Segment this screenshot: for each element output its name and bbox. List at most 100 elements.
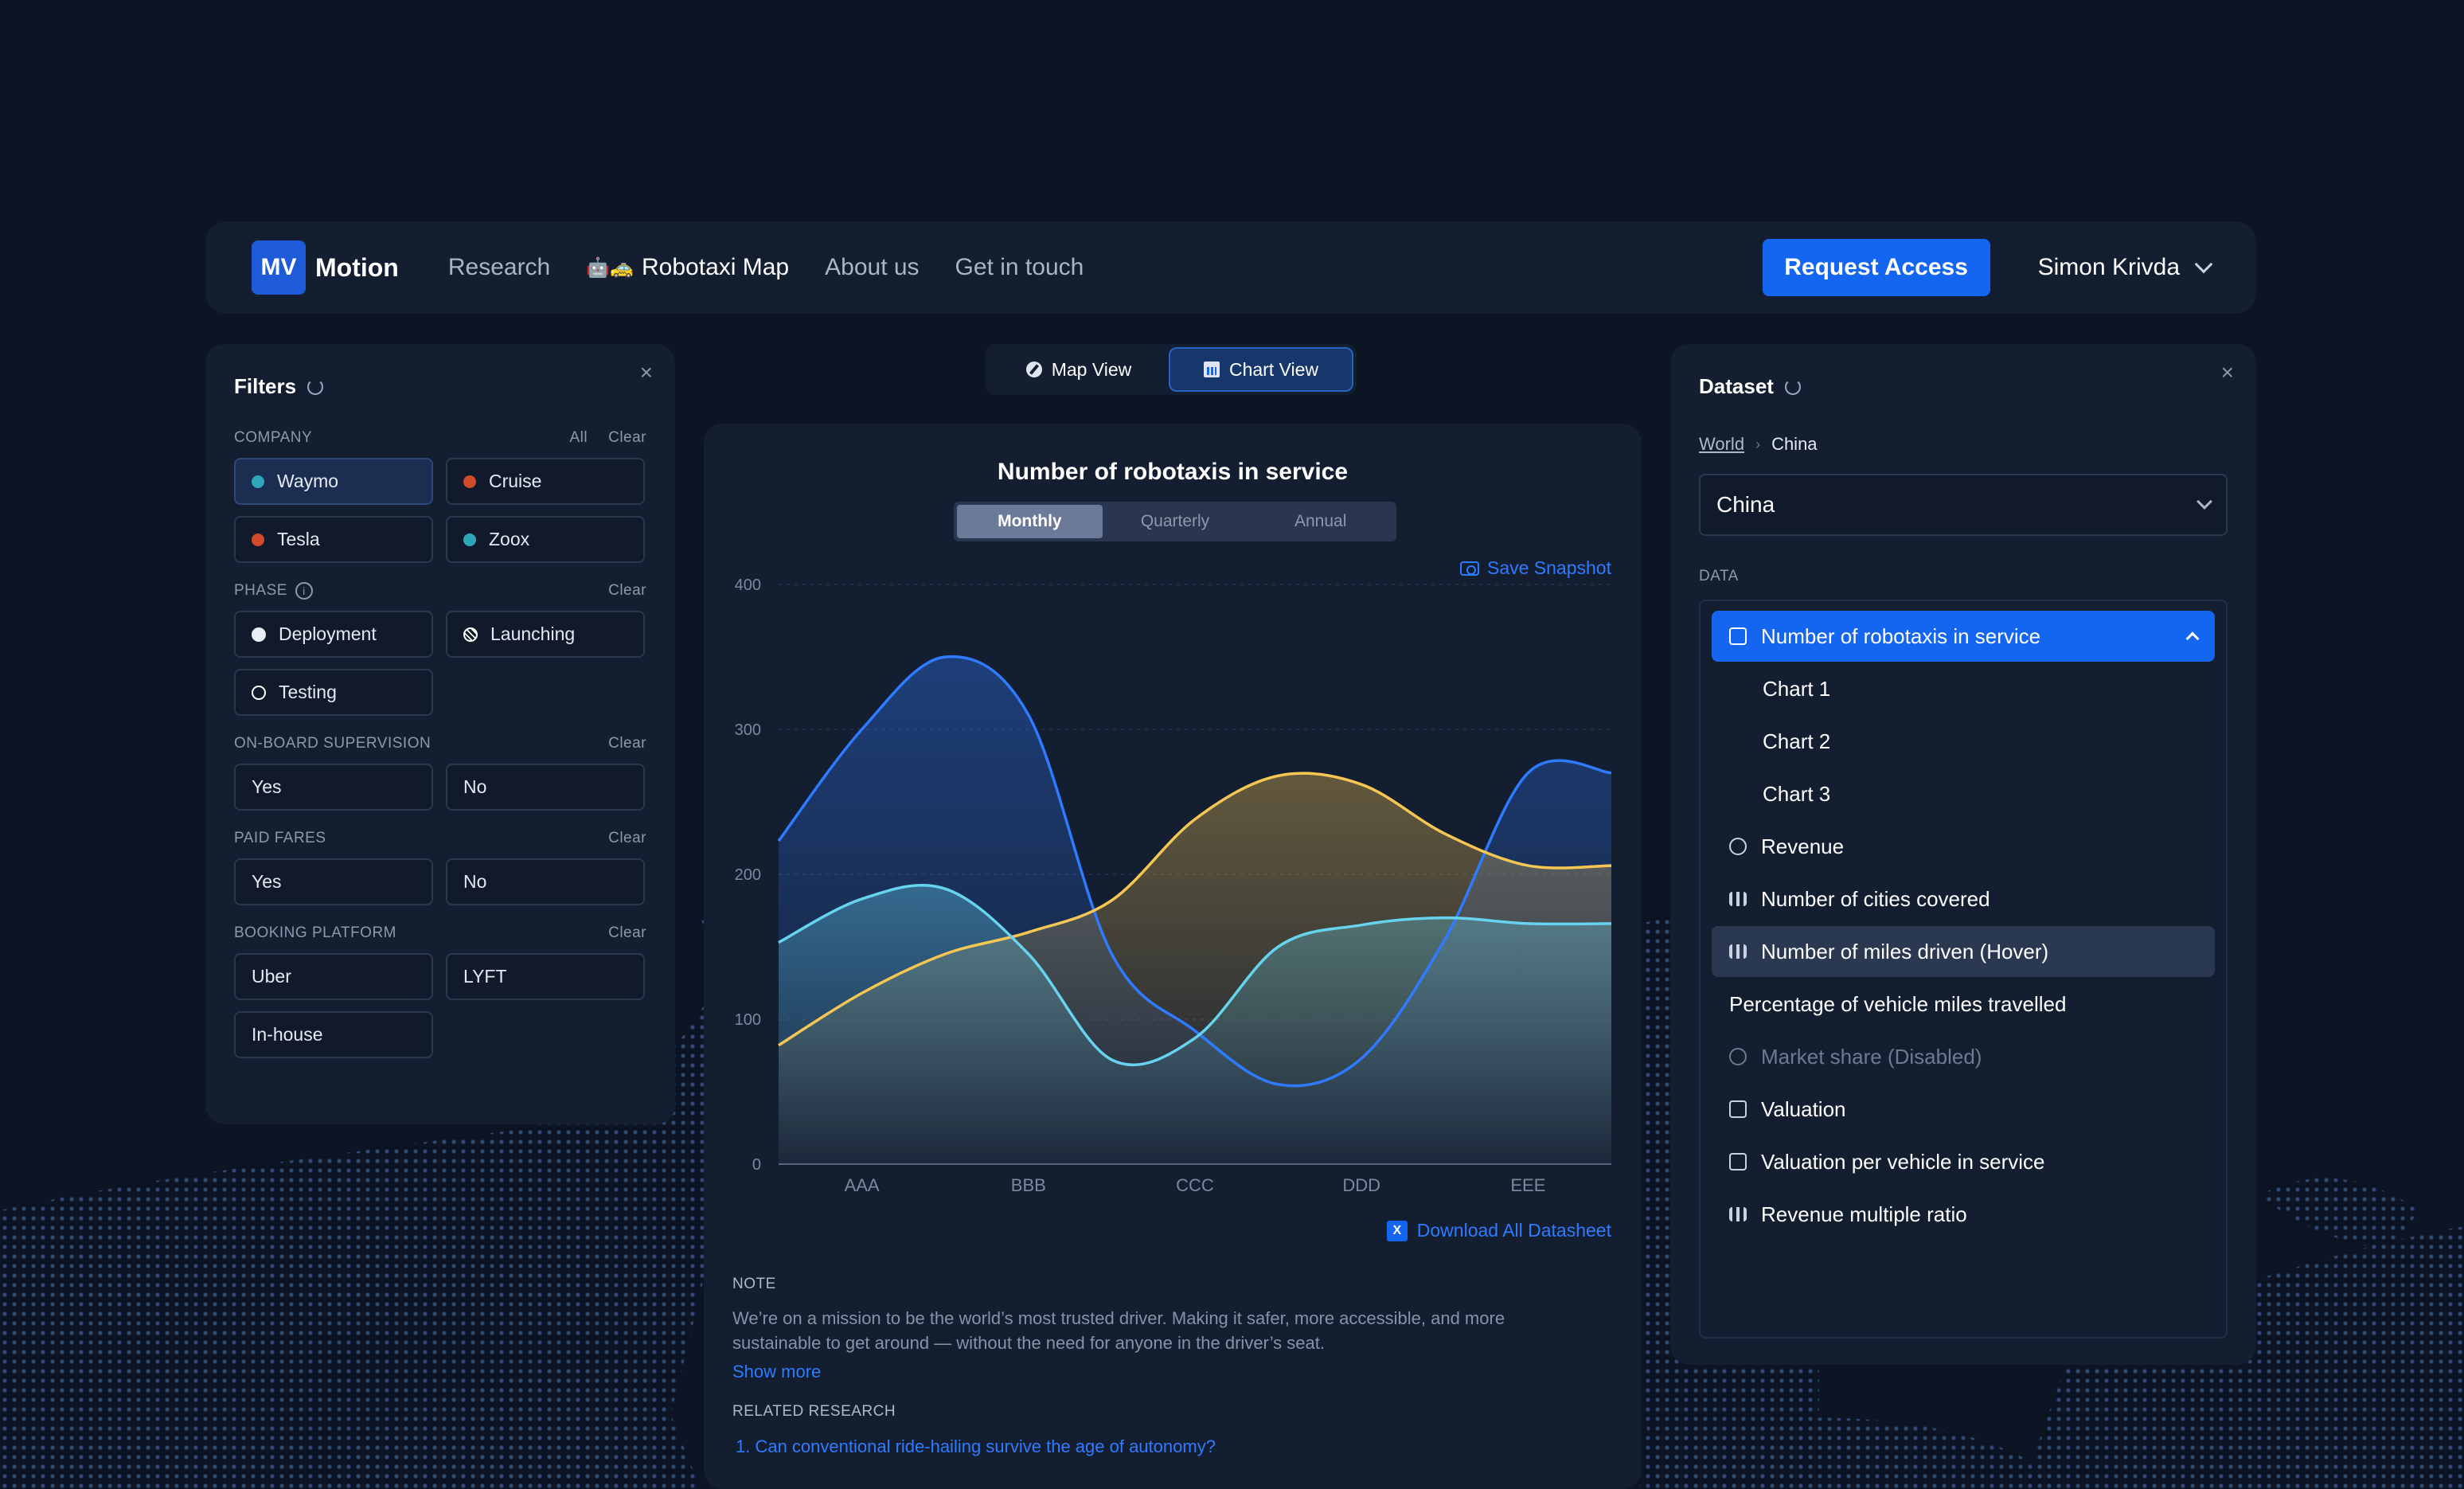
logo-badge[interactable]: MV (252, 240, 306, 295)
data-item-valuation[interactable]: Valuation (1712, 1084, 2215, 1135)
data-item-chart-1[interactable]: Chart 1 (1763, 676, 1831, 701)
region-select[interactable]: China (1699, 474, 2228, 536)
series-line (778, 883, 1612, 1067)
show-more-link[interactable]: Show more (732, 1362, 822, 1382)
phase-chips: Deployment Launching Testing (234, 611, 646, 716)
phase-chip-testing[interactable]: Testing (234, 669, 433, 716)
filters-title: Filters (234, 374, 646, 399)
save-snapshot-label: Save Snapshot (1486, 557, 1611, 578)
map-view-tab[interactable]: Map View (989, 347, 1169, 392)
user-menu[interactable]: Simon Krivda (2037, 254, 2213, 281)
company-chip-tesla[interactable]: Tesla (234, 516, 433, 563)
data-list: Number of robotaxis in service Chart 1 C… (1699, 600, 2228, 1339)
filters-title-text: Filters (234, 374, 297, 398)
phase-clear-link[interactable]: Clear (608, 582, 646, 599)
supervision-clear-link[interactable]: Clear (608, 735, 646, 752)
nav-link-research[interactable]: Research (447, 254, 551, 280)
fares-chip-no[interactable]: No (446, 858, 645, 905)
data-item-robotaxis[interactable]: Number of robotaxis in service (1712, 611, 2215, 662)
period-annual[interactable]: Annual (1294, 512, 1347, 530)
nav-links: Research 🤖🚕 Robotaxi Map About us Get in… (448, 254, 1084, 281)
company-color-dot (252, 533, 264, 546)
company-clear-link[interactable]: Clear (608, 429, 646, 446)
period-monthly[interactable]: Monthly (957, 505, 1103, 538)
data-item-miles[interactable]: Number of miles driven (Hover) (1712, 926, 2215, 977)
data-item-label: Valuation per vehicle in service (1761, 1149, 2045, 1174)
booking-chip-inhouse[interactable]: In-house (234, 1011, 433, 1058)
series-line (778, 772, 1612, 1047)
x-tick-label: AAA (845, 1175, 880, 1195)
download-datasheet-button[interactable]: X Download All Datasheet (1386, 1220, 1611, 1241)
chip-label: Deployment (279, 623, 377, 644)
company-chip-zoox[interactable]: Zoox (446, 516, 645, 563)
banknote-icon (1729, 1100, 1747, 1118)
y-tick-label: 400 (735, 576, 761, 594)
chip-label: Cruise (489, 471, 542, 491)
info-icon[interactable]: i (295, 582, 313, 600)
chevron-right-icon: › (1755, 436, 1761, 452)
nav-link-about[interactable]: About us (825, 254, 920, 280)
phase-chip-deployment[interactable]: Deployment (234, 611, 433, 658)
dataset-panel: × Dataset World › China China DATA Numbe… (1670, 344, 2256, 1365)
booking-label: BOOKING PLATFORM (234, 924, 397, 941)
data-item-chart-2[interactable]: Chart 2 (1763, 729, 1831, 753)
breadcrumb-world[interactable]: World (1699, 434, 1745, 454)
close-icon[interactable]: × (2220, 360, 2234, 385)
fares-clear-link[interactable]: Clear (608, 830, 646, 846)
x-tick-label: EEE (1510, 1175, 1545, 1195)
request-access-button[interactable]: Request Access (1762, 239, 1990, 296)
supervision-label: ON-BOARD SUPERVISION (234, 735, 431, 752)
excel-icon: X (1386, 1220, 1408, 1241)
nav-link-robotaxi-map-label: Robotaxi Map (642, 254, 790, 280)
y-tick-label: 200 (735, 866, 761, 884)
fares-chip-yes[interactable]: Yes (234, 858, 433, 905)
phase-section-header: PHASE i Clear (234, 582, 646, 600)
nav-link-contact[interactable]: Get in touch (955, 254, 1084, 280)
calculator-icon (1729, 1153, 1747, 1170)
phase-chip-launching[interactable]: Launching (446, 611, 645, 658)
logo-text[interactable]: Motion (315, 252, 399, 282)
close-icon[interactable]: × (639, 360, 653, 385)
y-tick-label: 0 (752, 1156, 761, 1174)
compass-icon (1025, 362, 1042, 377)
company-all-link[interactable]: All (569, 429, 588, 446)
booking-chip-uber[interactable]: Uber (234, 953, 433, 1000)
booking-clear-link[interactable]: Clear (608, 924, 646, 941)
company-section-header: COMPANY All Clear (234, 429, 646, 447)
period-quarterly[interactable]: Quarterly (1140, 512, 1210, 530)
area-chart: 0 100 200 300 400 AAA BBB CCC DDD EEE (735, 576, 1612, 1195)
refresh-icon[interactable] (1784, 378, 1801, 395)
save-snapshot-button[interactable]: Save Snapshot (1459, 557, 1611, 579)
related-research-link[interactable]: 1. Can conventional ride-hailing survive… (736, 1436, 1216, 1456)
data-item-percentage[interactable]: Percentage of vehicle miles travelled (1729, 991, 2067, 1016)
chip-label: Testing (279, 682, 337, 702)
y-tick-label: 300 (735, 721, 761, 739)
chevron-down-icon (2194, 255, 2213, 274)
data-item-label: Valuation (1761, 1096, 1846, 1121)
chart-view-tab[interactable]: Chart View (1169, 347, 1353, 392)
data-item-label: Revenue (1761, 834, 1845, 858)
booking-chip-lyft[interactable]: LYFT (446, 953, 645, 1000)
company-chip-cruise[interactable]: Cruise (446, 458, 645, 505)
data-item-label: Revenue multiple ratio (1761, 1202, 1967, 1226)
company-color-dot (463, 533, 476, 546)
robotaxi-icon: 🤖🚕 (586, 256, 635, 279)
user-name: Simon Krivda (2037, 254, 2180, 280)
chip-label: Tesla (277, 529, 320, 549)
company-chip-waymo[interactable]: Waymo (234, 458, 433, 505)
nav-link-robotaxi-map[interactable]: 🤖🚕 Robotaxi Map (586, 254, 789, 281)
data-item-revenue[interactable]: Revenue (1712, 821, 2215, 872)
fares-label: PAID FARES (234, 830, 326, 846)
data-item-valuation-per-vehicle[interactable]: Valuation per vehicle in service (1712, 1136, 2215, 1187)
data-item-chart-3[interactable]: Chart 3 (1763, 781, 1831, 806)
series-area (779, 885, 1611, 1164)
data-item-label: Market share (Disabled) (1761, 1044, 1982, 1069)
refresh-icon[interactable] (307, 378, 324, 395)
supervision-chip-no[interactable]: No (446, 764, 645, 811)
bar-chart-icon (1729, 1207, 1747, 1221)
data-item-label: Number of cities covered (1761, 886, 1990, 911)
period-selector: Monthly Quarterly Annual (954, 502, 1396, 541)
supervision-chip-yes[interactable]: Yes (234, 764, 433, 811)
data-item-revenue-multiple[interactable]: Revenue multiple ratio (1712, 1189, 2215, 1240)
data-item-cities[interactable]: Number of cities covered (1712, 873, 2215, 924)
